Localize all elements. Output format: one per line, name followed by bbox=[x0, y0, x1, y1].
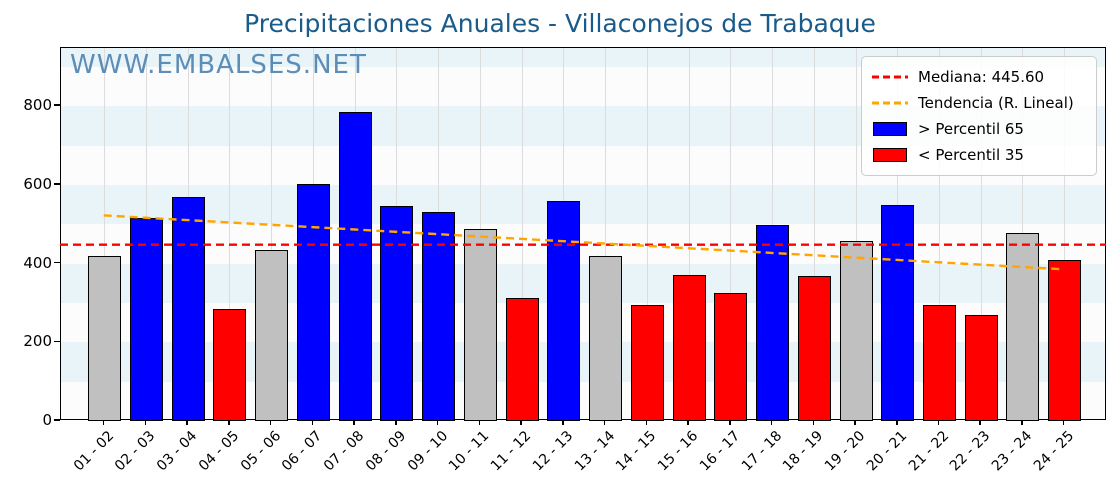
x-tick bbox=[269, 420, 272, 425]
legend-item-below: < Percentil 35 bbox=[872, 142, 1086, 168]
x-tick bbox=[228, 420, 230, 425]
x-tick bbox=[937, 420, 940, 425]
bar-01-02 bbox=[88, 255, 122, 421]
y-tick-label: 0 bbox=[42, 411, 52, 429]
bar-13-14 bbox=[589, 255, 623, 421]
bar-12-13 bbox=[547, 200, 581, 421]
trend-dash-icon bbox=[872, 100, 908, 106]
bar-02-03 bbox=[129, 218, 163, 421]
x-tick bbox=[102, 420, 105, 425]
y-tick bbox=[54, 419, 60, 421]
bar-23-24 bbox=[1006, 233, 1040, 421]
y-tick-label: 600 bbox=[23, 174, 52, 193]
bar-11-12 bbox=[505, 297, 539, 421]
x-tick bbox=[520, 420, 522, 425]
red-patch-icon bbox=[872, 148, 908, 162]
x-tick bbox=[979, 420, 981, 425]
y-tick bbox=[54, 104, 60, 106]
bar-18-19 bbox=[797, 276, 831, 421]
bar-07-08 bbox=[338, 112, 372, 421]
bar-05-06 bbox=[255, 249, 289, 421]
legend-label-below: < Percentil 35 bbox=[918, 146, 1024, 164]
y-tick bbox=[54, 261, 60, 264]
x-tick bbox=[770, 420, 773, 425]
x-tick bbox=[687, 420, 689, 425]
bar-10-11 bbox=[463, 228, 497, 421]
plot-band bbox=[61, 263, 1105, 303]
x-tick bbox=[395, 420, 397, 425]
x-tick bbox=[854, 420, 856, 425]
blue-patch-icon bbox=[872, 122, 908, 136]
bar-06-07 bbox=[296, 183, 330, 421]
x-tick bbox=[353, 420, 355, 425]
x-tick bbox=[812, 420, 815, 425]
legend-label-above: > Percentil 65 bbox=[918, 120, 1024, 138]
bar-21-22 bbox=[923, 304, 956, 421]
legend-label-median: Mediana: 445.60 bbox=[918, 68, 1045, 86]
legend-item-median: Mediana: 445.60 bbox=[872, 64, 1086, 90]
bar-16-17 bbox=[714, 293, 748, 421]
legend: Mediana: 445.60 Tendencia (R. Lineal) > … bbox=[861, 56, 1097, 176]
legend-item-above: > Percentil 65 bbox=[872, 116, 1086, 142]
y-tick-label: 400 bbox=[23, 253, 52, 272]
x-tick bbox=[1021, 420, 1023, 425]
y-tick-label: 800 bbox=[23, 96, 52, 115]
x-tick bbox=[729, 420, 731, 425]
bar-17-18 bbox=[756, 225, 790, 421]
chart-title: Precipitaciones Anuales - Villaconejos d… bbox=[244, 9, 876, 38]
x-tick bbox=[603, 420, 606, 425]
y-tick bbox=[54, 340, 60, 343]
x-tick bbox=[562, 420, 564, 425]
bar-03-04 bbox=[171, 196, 205, 421]
bar-24-25 bbox=[1048, 259, 1082, 421]
plot-band bbox=[61, 184, 1105, 225]
bar-22-23 bbox=[964, 314, 998, 421]
x-tick bbox=[144, 420, 147, 425]
x-tick bbox=[478, 420, 481, 425]
x-tick bbox=[311, 420, 314, 425]
bar-04-05 bbox=[213, 308, 247, 421]
x-tick bbox=[1062, 420, 1065, 425]
x-tick bbox=[645, 420, 648, 425]
bar-08-09 bbox=[380, 205, 414, 421]
watermark: WWW.EMBALSES.NET bbox=[70, 50, 367, 80]
legend-item-trend: Tendencia (R. Lineal) bbox=[872, 90, 1086, 116]
bar-19-20 bbox=[839, 241, 873, 421]
x-tick bbox=[186, 420, 188, 425]
gridline bbox=[1064, 48, 1066, 419]
x-tick bbox=[896, 420, 898, 425]
y-tick-label: 200 bbox=[23, 332, 52, 351]
x-tick bbox=[436, 420, 439, 425]
legend-label-trend: Tendencia (R. Lineal) bbox=[918, 94, 1074, 112]
plot-band bbox=[61, 48, 1105, 67]
bar-14-15 bbox=[630, 304, 664, 421]
bar-09-10 bbox=[422, 211, 456, 421]
bar-20-21 bbox=[881, 204, 915, 421]
median-dash-icon bbox=[872, 74, 908, 80]
bar-15-16 bbox=[672, 275, 706, 421]
y-tick bbox=[54, 183, 60, 185]
